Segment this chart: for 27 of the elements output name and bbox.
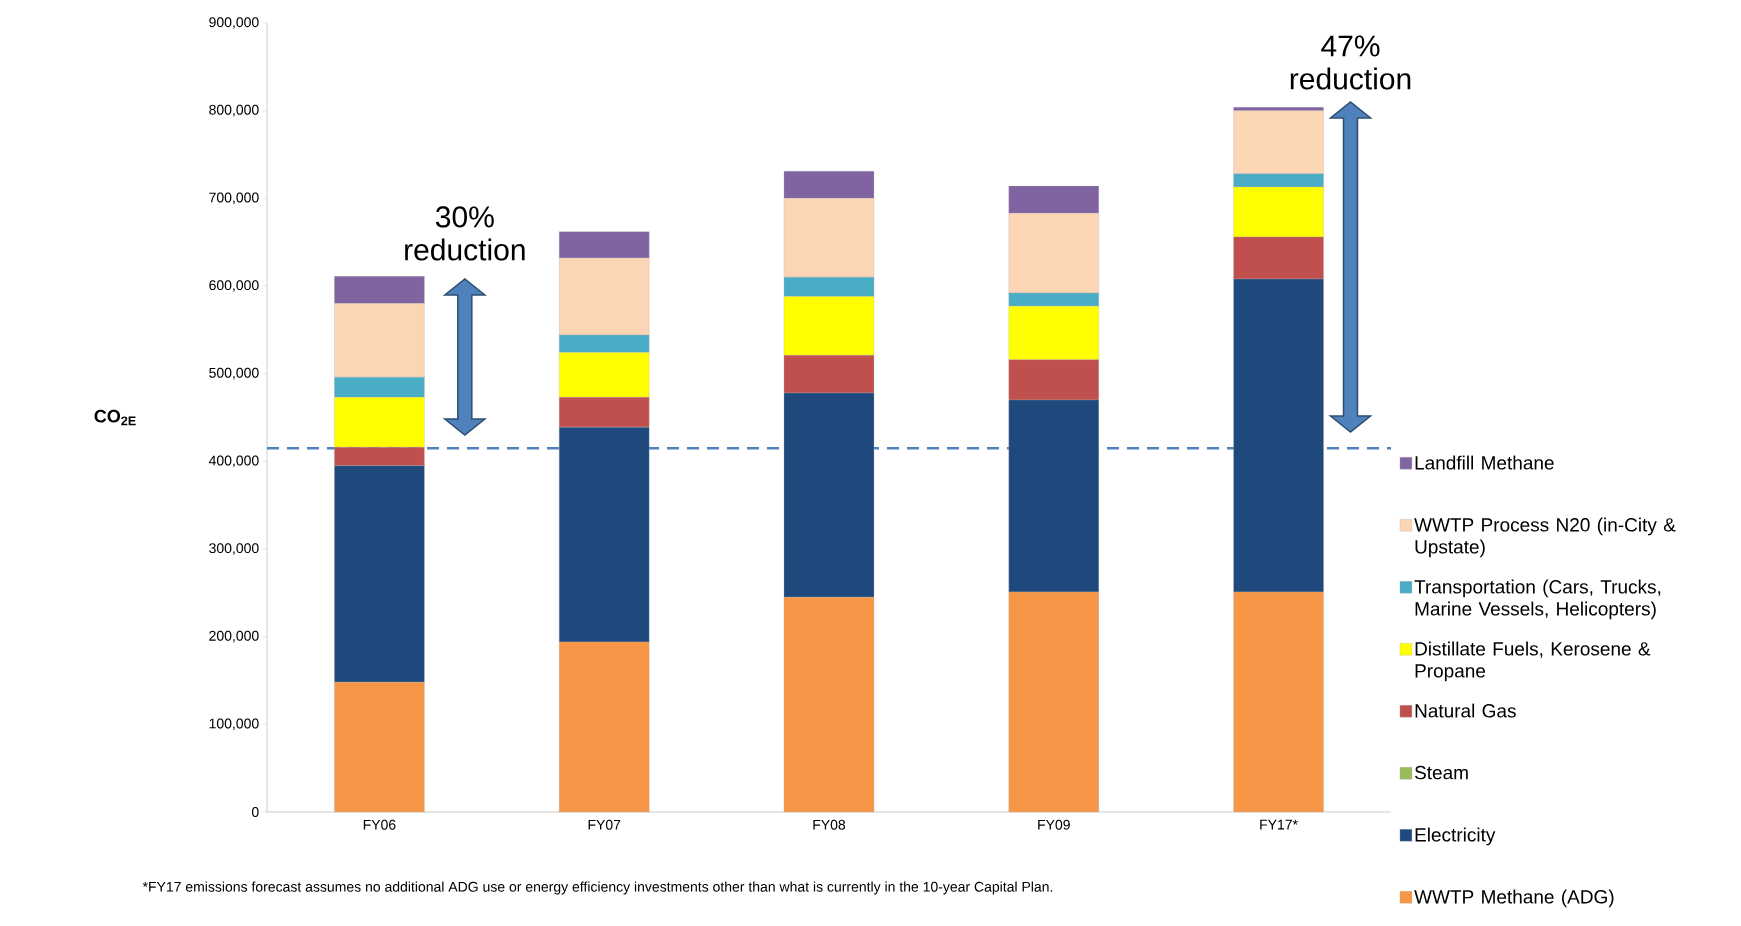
annotation: 47% reduction: [1290, 35, 1411, 90]
annotation: 30% reduction: [405, 206, 525, 261]
x-tick-label: FY06: [363, 819, 396, 830]
y-tick-label: 700,000: [209, 192, 259, 205]
legend-label: Natural Gas: [1415, 703, 1516, 718]
y-tick-label: 500,000: [209, 367, 259, 380]
legend-label: Distillate Fuels, Kerosene & Propane: [1415, 641, 1651, 682]
x-tick-label: FY08: [813, 819, 846, 830]
y-tick-label: 900,000: [209, 17, 259, 29]
legend-label: Electricity: [1415, 827, 1496, 846]
y-tick-label: 200,000: [209, 630, 259, 643]
y-tick-label: 100,000: [209, 718, 259, 731]
x-tick-label: FY07: [588, 819, 621, 830]
y-tick-label: 800,000: [209, 104, 259, 117]
x-tick-label: FY17*: [1260, 819, 1298, 830]
legend-label: Steam: [1414, 765, 1468, 780]
legend-label: WWTP Process N20 (in-City & Upstate): [1414, 517, 1676, 558]
y-tick-label: 400,000: [208, 455, 259, 468]
y-tick-label: 0: [251, 807, 259, 817]
legend-label: Landfill Methane: [1415, 455, 1554, 470]
legend-label: WWTP Methane (ADG): [1414, 889, 1614, 908]
x-tick-label: FY09: [1038, 819, 1070, 830]
text: *FY17 emissions forecast assumes no additional ADG use or energy efficiency investments other than what is currently in the 10-year Capital Plan.: [142, 881, 1053, 895]
y-tick-label: 600,000: [209, 280, 259, 292]
legend-label: Transportation (Cars, Trucks, Marine Vessels, Helicopters): [1414, 579, 1661, 620]
y-axis-title: CO$_{2E}$: [94, 409, 136, 426]
y-tick-label: 300,000: [209, 543, 259, 555]
